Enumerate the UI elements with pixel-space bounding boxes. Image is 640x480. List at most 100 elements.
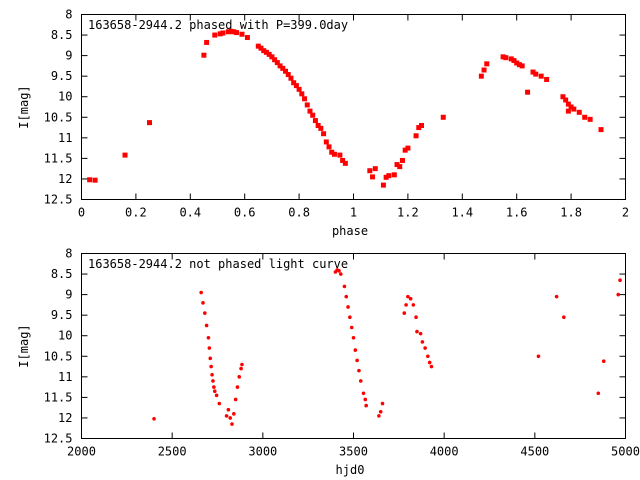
data-point-phased [587, 116, 593, 122]
data-point-phased [285, 72, 291, 78]
data-point-phased [563, 97, 569, 103]
data-point-phased [234, 30, 240, 36]
data-point-phased [565, 101, 571, 107]
y-tick-label-unphased: 9.5 [51, 308, 73, 322]
data-point-unphased [408, 296, 413, 301]
data-point-phased [296, 86, 302, 92]
data-point-unphased [363, 397, 368, 402]
data-point-phased [228, 28, 234, 34]
data-point-unphased [207, 346, 212, 350]
data-point-phased [212, 32, 218, 38]
data-point-phased [538, 73, 544, 79]
data-point-unphased [228, 416, 232, 420]
y-tick-label-unphased: 8 [65, 247, 72, 261]
data-point-unphased [337, 268, 341, 273]
data-point-phased [544, 76, 550, 82]
data-point-unphased [342, 284, 347, 289]
y-tick-label-unphased: 11.5 [44, 390, 73, 404]
x-tick-label-phased: 1.8 [560, 206, 582, 220]
data-point-phased [372, 166, 378, 172]
data-point-unphased [351, 335, 356, 340]
data-point-unphased [211, 379, 215, 383]
data-point-unphased [355, 358, 359, 363]
data-point-phased [416, 125, 422, 131]
data-point-phased [568, 104, 574, 110]
data-point-unphased [217, 401, 222, 406]
x-tick-label-phased: 1.6 [506, 206, 528, 220]
data-point-phased [263, 49, 269, 55]
y-tick-label-unphased: 9 [65, 288, 72, 302]
data-point-unphased [199, 290, 203, 295]
x-tick-label-phased: 0.2 [125, 206, 147, 220]
y-tick-label-phased: 8.5 [51, 28, 73, 42]
data-point-unphased [402, 311, 407, 315]
data-point-unphased [357, 368, 361, 373]
data-point-phased [405, 145, 411, 151]
y-tick-label-unphased: 10 [58, 329, 72, 343]
x-tick-label-unphased: 3000 [248, 445, 277, 459]
data-point-unphased [214, 393, 219, 398]
data-point-phased [312, 118, 318, 124]
x-tick-label-phased: 0.6 [234, 206, 256, 220]
data-point-phased [514, 60, 520, 66]
data-point-unphased [346, 305, 350, 309]
data-point-phased [204, 39, 210, 45]
data-point-phased [274, 60, 280, 66]
data-point-phased [598, 127, 604, 133]
data-point-unphased [406, 294, 410, 299]
data-point-unphased [208, 356, 213, 361]
data-point-phased [307, 108, 313, 114]
data-point-unphased [212, 385, 216, 389]
data-point-phased [391, 172, 397, 178]
data-point-phased [484, 61, 490, 67]
data-point-unphased [224, 414, 229, 418]
data-point-phased [266, 51, 272, 57]
unphased-light-curve-chart: 163658-2944.2 not phased light curve hjd… [17, 247, 640, 478]
data-point-unphased [233, 397, 238, 402]
x-tick-label-unphased: 2500 [158, 445, 187, 459]
data-point-phased [310, 112, 316, 118]
data-point-phased [304, 102, 310, 108]
data-point-unphased [423, 346, 427, 350]
data-point-phased [419, 123, 424, 128]
y-tick-label-phased: 11 [58, 131, 72, 145]
data-point-unphased [411, 303, 416, 307]
data-point-phased [367, 168, 373, 174]
x-axis-title-unphased: hjd0 [336, 463, 365, 477]
y-tick-label-unphased: 10.5 [44, 349, 73, 363]
data-point-phased [440, 114, 446, 120]
data-point-phased [525, 89, 531, 95]
data-point-phased [299, 91, 305, 97]
data-point-unphased [380, 401, 385, 406]
data-point-unphased [377, 414, 381, 418]
data-point-phased [576, 109, 582, 115]
data-point-phased [220, 30, 226, 36]
data-point-phased [329, 149, 335, 155]
y-tick-label-unphased: 8.5 [51, 267, 73, 281]
data-point-phased [283, 68, 288, 74]
data-point-phased [342, 160, 348, 166]
data-point-phased [386, 173, 392, 179]
data-point-unphased [232, 412, 236, 416]
y-tick-label-phased: 10.5 [44, 110, 73, 124]
data-point-phased [337, 152, 343, 158]
data-point-phased [380, 182, 386, 188]
data-point-phased [530, 69, 536, 75]
x-tick-label-phased: 0 [78, 206, 85, 220]
data-point-phased [261, 48, 267, 54]
data-point-unphased [206, 335, 211, 340]
data-point-unphased [344, 294, 349, 299]
data-point-phased [315, 123, 321, 128]
y-axis-title-unphased: I[mag] [17, 324, 31, 367]
y-axis-ticks-phased: 8 8.5 9 9.5 10 10.5 11 11.5 12 12.5 [44, 8, 626, 207]
data-points-unphased [152, 268, 622, 426]
x-tick-label-phased: 1.4 [451, 206, 473, 220]
data-point-phased [217, 31, 223, 37]
y-tick-label-phased: 9.5 [51, 69, 73, 83]
y-axis-ticks-unphased: 8 8.5 9 9.5 10 10.5 11 11.5 12 12.5 [44, 247, 626, 446]
data-point-unphased [426, 354, 430, 359]
x-tick-label-phased: 0.4 [179, 206, 201, 220]
x-tick-label-phased: 0.8 [288, 206, 310, 220]
x-tick-label-phased: 1.2 [397, 206, 419, 220]
